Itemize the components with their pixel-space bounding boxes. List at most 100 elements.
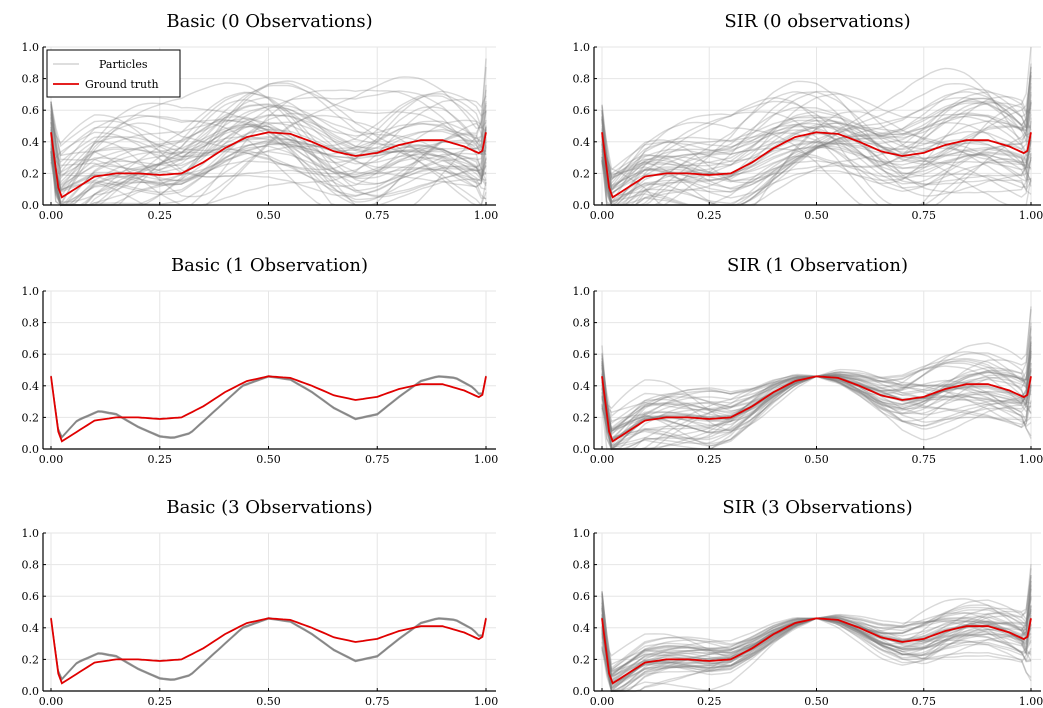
chart0-particle-49 [50,105,487,197]
chart0-particle-30 [50,102,487,193]
chart0-particle-33 [50,114,487,206]
chart2-ytick-4: 0.8 [22,317,40,330]
chart2-ytick-2: 0.4 [22,380,40,393]
chart1-xtick-1: 0.25 [697,209,722,222]
chart0-title: Basic (0 Observations) [166,11,372,32]
chart0-particle-1 [50,102,487,197]
chart1-particle-18 [601,66,1032,206]
chart0-particle-42 [50,114,487,206]
chart1-particle-49 [601,100,1032,182]
chart1-particle-20 [601,126,1032,204]
chart0-particle-25 [50,90,487,206]
chart1-particle-44 [601,112,1032,193]
chart3-xtick-4: 1.00 [1019,453,1043,466]
chart3-title: SIR (1 Observation) [727,255,908,276]
chart4-ground-truth-line [50,617,487,685]
chart5-xtick-3: 0.75 [912,695,937,708]
chart0-particle-0 [50,104,487,185]
chart0-particle-44 [50,95,487,206]
chart1-ytick-5: 1.0 [573,41,591,54]
chart0-legend-ground-truth-label: Ground truth [85,78,159,91]
chart2-xtick-0: 0.00 [39,453,64,466]
chart0-ytick-1: 0.2 [22,167,40,180]
chart2-ytick-1: 0.2 [22,411,40,424]
chart0-particle-21 [50,110,487,198]
chart2-title: Basic (1 Observation) [171,255,368,276]
chart0-legend-particles-label: Particles [99,58,148,71]
chart0-ytick-3: 0.6 [22,104,40,117]
chart4-xtick-2: 0.50 [256,695,281,708]
chart0-particle-8 [50,95,487,206]
chart0-particle-43 [50,125,487,206]
chart5-ytick-3: 0.6 [573,590,591,603]
chart1-particle-31 [601,114,1032,195]
chart3-ytick-5: 1.0 [573,285,591,298]
chart0-ytick-4: 0.8 [22,73,40,86]
chart3-ytick-1: 0.2 [573,411,591,424]
chart0-xtick-4: 1.00 [474,209,499,222]
chart1-particle-0 [601,97,1032,206]
chart0-particle-19 [50,98,487,203]
chart0-particle-24 [50,102,487,207]
chart0-particle-9 [50,100,487,184]
chart0-xtick-0: 0.00 [39,209,64,222]
chart1-ytick-2: 0.4 [573,136,591,149]
chart5-xtick-0: 0.00 [590,695,615,708]
chart1-particle-16 [601,140,1032,191]
chart0-particle-20 [50,110,487,192]
chart3-ground-truth-line [601,375,1032,443]
chart1-particle-8 [601,80,1032,206]
chart5-xtick-4: 1.00 [1019,695,1043,708]
chart5-ytick-0: 0.0 [573,685,591,698]
chart4-xtick-3: 0.75 [365,695,390,708]
chart1-particle-10 [601,86,1032,189]
chart3-ytick-2: 0.4 [573,380,591,393]
chart0-particle-16 [50,92,487,206]
chart1-ground-truth-line [601,131,1032,199]
chart1-particle-24 [601,118,1032,193]
chart4-xtick-4: 1.00 [474,695,499,708]
chart5-ground-truth-line [601,617,1032,685]
chart4-ytick-4: 0.8 [22,559,40,572]
chart1-particle-37 [601,110,1032,206]
chart1-particle-26 [601,122,1032,192]
chart2-ytick-5: 1.0 [22,285,40,298]
chart1-particle-30 [601,102,1032,206]
chart1-particle-22 [601,72,1032,206]
chart3-ytick-0: 0.0 [573,443,591,456]
chart5-ytick-1: 0.2 [573,653,591,666]
chart0-xtick-1: 0.25 [148,209,173,222]
chart0-particle-14 [50,84,487,187]
chart0-particle-4 [50,114,487,178]
chart5-ytick-4: 0.8 [573,559,591,572]
chart1-particle-15 [601,46,1032,206]
chart1-ytick-4: 0.8 [573,73,591,86]
chart1-ytick-1: 0.2 [573,167,591,180]
chart0-particle-2 [50,141,487,177]
chart1-particle-39 [601,123,1032,206]
chart0-particle-47 [50,128,487,191]
chart1-particle-4 [601,90,1032,206]
chart0-particle-37 [50,122,487,199]
chart1-particle-33 [601,115,1032,206]
chart0-particle-34 [50,76,487,206]
chart0-particle-31 [50,91,487,206]
chart4-xtick-1: 0.25 [148,695,173,708]
chart1-particle-47 [601,110,1032,206]
chart1-particle-29 [601,101,1032,190]
chart4-ytick-1: 0.2 [22,653,40,666]
chart4-title: Basic (3 Observations) [166,497,372,518]
chart3-xtick-2: 0.50 [804,453,829,466]
chart3-ytick-4: 0.8 [573,317,591,330]
chart1-ytick-3: 0.6 [573,104,591,117]
chart0-particle-29 [50,121,487,206]
chart1-particle-1 [601,67,1032,206]
chart1-particle-35 [601,91,1032,206]
chart1-xtick-4: 1.00 [1019,209,1043,222]
chart4-ytick-5: 1.0 [22,527,40,540]
chart1-particle-2 [601,105,1032,195]
chart0-particle-10 [50,103,487,190]
chart0-particle-26 [50,104,487,206]
chart2-ytick-0: 0.0 [22,443,40,456]
